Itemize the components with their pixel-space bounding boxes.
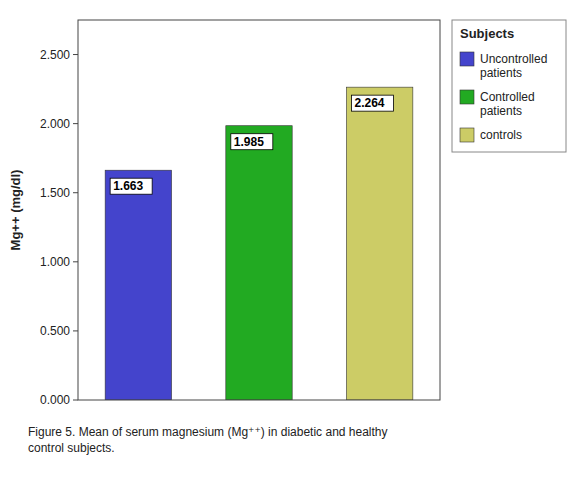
legend-frame [452, 20, 566, 152]
data-label: 1.663 [113, 179, 143, 193]
y-tick [73, 330, 78, 331]
plot-frame [78, 20, 440, 400]
legend-swatch [460, 90, 474, 104]
y-axis: 0.000 0.500 1.000 1.500 2.000 2.500 [40, 48, 78, 407]
legend-title: Subjects [460, 26, 514, 41]
y-tick-label: 0.000 [40, 393, 70, 407]
y-tick-label: 1.000 [40, 255, 70, 269]
y-axis-label: Mg++ (mg/dl) [8, 170, 23, 251]
bars [105, 87, 413, 400]
legend-entry: Controlledpatients [480, 90, 535, 118]
bar [105, 170, 171, 400]
data-label-box [110, 178, 152, 194]
data-labels: 1.663 1.985 2.264 [110, 95, 393, 194]
y-tick-label: 1.500 [40, 186, 70, 200]
caption: Figure 5. Mean of serum magnesium (Mg⁺⁺)… [28, 425, 388, 455]
data-label: 1.985 [234, 135, 264, 149]
bar [226, 126, 292, 400]
y-tick [73, 400, 78, 401]
y-tick [73, 261, 78, 262]
legend-swatch [460, 128, 474, 142]
y-tick [73, 54, 78, 55]
legend-entry: Uncontrolledpatients [480, 52, 547, 80]
bar [346, 87, 412, 400]
y-tick [73, 123, 78, 124]
data-label-box [231, 134, 273, 150]
legend-entry: controls [480, 128, 522, 142]
y-tick-label: 0.500 [40, 324, 70, 338]
y-tick [73, 192, 78, 193]
y-tick-label: 2.000 [40, 117, 70, 131]
legend-swatch [460, 52, 474, 66]
data-label-box [351, 95, 393, 111]
data-label: 2.264 [354, 96, 384, 110]
y-tick-label: 2.500 [40, 48, 70, 62]
legend: Subjects Uncontrolledpatients Controlledpa… [452, 20, 566, 152]
chart: 0.000 0.500 1.000 1.500 2.000 2.500 Mg++ (mg/d… [0, 0, 572, 483]
